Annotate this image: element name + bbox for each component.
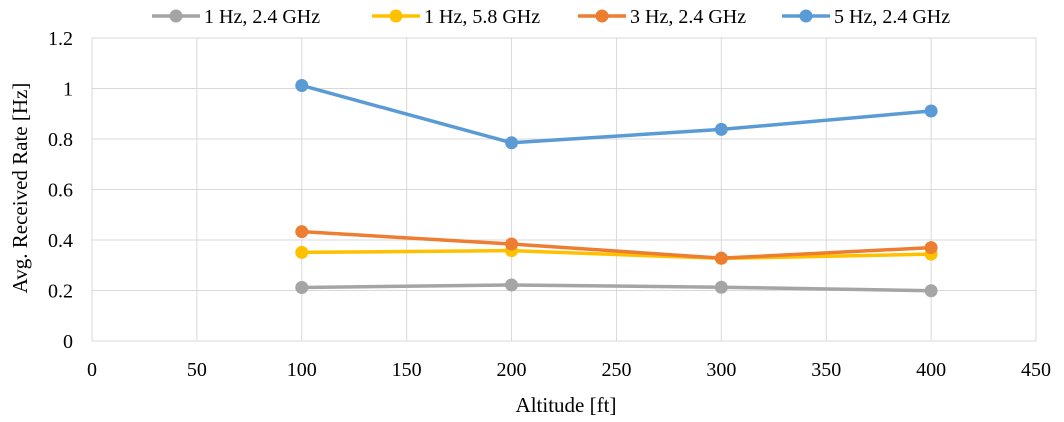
series-line — [300, 229, 933, 260]
y-tick-label: 0.2 — [48, 281, 73, 303]
x-axis-title: Altitude [ft] — [516, 393, 617, 417]
legend-marker — [595, 9, 609, 23]
data-point — [924, 241, 938, 255]
legend-label: 3 Hz, 2.4 GHz — [630, 6, 746, 28]
series-line — [300, 248, 933, 261]
x-tick-label: 200 — [497, 359, 527, 381]
y-axis-ticks: 0 0.2 0.4 0.6 0.8 1 1.2 — [48, 28, 73, 353]
data-point — [295, 280, 309, 294]
y-tick-label: 0 — [63, 331, 73, 353]
data-point — [924, 104, 938, 118]
data-point — [714, 122, 728, 136]
legend-marker — [389, 9, 403, 23]
y-tick-label: 1.2 — [48, 28, 73, 50]
data-point — [295, 225, 309, 239]
legend-item: 5 Hz, 2.4 GHz — [782, 6, 950, 28]
legend-item: 3 Hz, 2.4 GHz — [578, 6, 746, 28]
x-tick-label: 400 — [916, 359, 946, 381]
legend-marker — [169, 9, 183, 23]
legend-label: 5 Hz, 2.4 GHz — [834, 6, 950, 28]
x-axis-ticks: 0 50 100 150 200 250 300 350 400 450 — [87, 359, 1051, 381]
data-point — [295, 245, 309, 259]
x-tick-label: 150 — [392, 359, 422, 381]
data-point — [505, 136, 519, 150]
legend-item: 1 Hz, 5.8 GHz — [372, 6, 540, 28]
x-tick-label: 250 — [601, 359, 631, 381]
series-group — [295, 78, 938, 298]
x-tick-label: 0 — [87, 359, 97, 381]
data-point — [295, 78, 309, 92]
y-tick-label: 0.4 — [48, 230, 73, 252]
series-3 — [295, 225, 938, 265]
grid-lines — [91, 37, 1037, 342]
data-point — [505, 278, 519, 292]
x-tick-label: 450 — [1021, 359, 1051, 381]
x-tick-label: 350 — [811, 359, 841, 381]
legend-label: 1 Hz, 2.4 GHz — [204, 6, 320, 28]
data-point — [924, 284, 938, 298]
legend: 1 Hz, 2.4 GHz 1 Hz, 5.8 GHz 3 Hz, 2.4 GHz 5… — [152, 6, 950, 28]
series-line — [300, 283, 933, 293]
x-tick-label: 300 — [706, 359, 736, 381]
series-1 — [295, 278, 938, 298]
data-point — [714, 251, 728, 265]
legend-item: 1 Hz, 2.4 GHz — [152, 6, 320, 28]
y-tick-label: 0.6 — [48, 180, 73, 202]
legend-marker — [799, 9, 813, 23]
x-tick-label: 50 — [187, 359, 207, 381]
x-tick-label: 100 — [287, 359, 317, 381]
data-point — [505, 237, 519, 251]
series-4 — [295, 78, 938, 150]
data-point — [714, 280, 728, 294]
y-tick-label: 1 — [63, 79, 73, 101]
y-tick-label: 0.8 — [48, 129, 73, 151]
series-line — [300, 83, 933, 145]
legend-label: 1 Hz, 5.8 GHz — [424, 6, 540, 28]
y-axis-title: Avg. Received Rate [Hz] — [8, 83, 32, 294]
